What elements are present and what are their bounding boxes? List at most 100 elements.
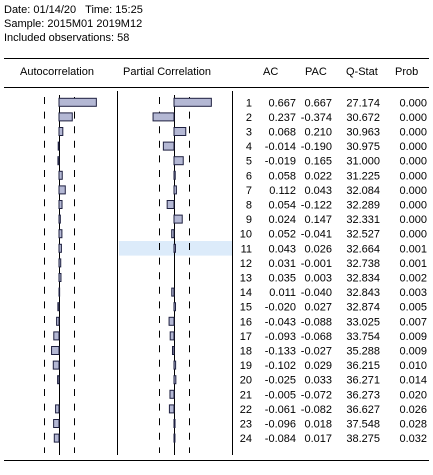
pac-value-cell: -0.027 [301, 346, 332, 358]
pac-value-cell: -0.122 [301, 200, 332, 212]
prob-value-cell: 0.020 [399, 389, 427, 401]
prob-value-cell: 0.002 [399, 273, 427, 285]
lag-cell: 21 [240, 389, 252, 401]
pac-value-cell: 0.003 [304, 273, 332, 285]
ac-value-cell: -0.014 [265, 141, 296, 153]
ac-value-cell: 0.237 [268, 112, 296, 124]
prob-value-cell: 0.026 [399, 404, 427, 416]
ac-bar [53, 331, 60, 341]
qstat-value-cell: 36.215 [346, 360, 380, 372]
ac-value-cell: -0.019 [265, 156, 296, 168]
qstat-value-cell: 36.271 [346, 375, 380, 387]
prob-value-cell: 0.000 [399, 112, 427, 124]
qstat-value-cell: 32.843 [346, 287, 380, 299]
col-header-partial-correlation: Partial Correlation [123, 66, 212, 78]
pac-bar [152, 112, 175, 122]
lag-cell: 13 [240, 273, 252, 285]
ac-bar [57, 141, 60, 151]
lag-cell: 2 [246, 112, 252, 124]
qstat-value-cell: 30.975 [346, 141, 380, 153]
pac-value-cell: -0.068 [301, 331, 332, 343]
qstat-value-cell: 37.548 [346, 419, 380, 431]
ac-value-cell: 0.058 [268, 170, 296, 182]
col-header-qstat: Q-Stat [346, 66, 378, 78]
qstat-value-cell: 32.874 [346, 302, 380, 314]
lag-cell: 8 [246, 200, 252, 212]
pac-value-cell: -0.088 [301, 316, 332, 328]
ac-bar [58, 127, 64, 136]
ac-value-cell: -0.093 [265, 331, 296, 343]
qstat-value-cell: 33.025 [346, 316, 380, 328]
ac-value-cell: 0.011 [269, 287, 296, 299]
ac-value-cell: -0.096 [265, 419, 296, 431]
prob-value-cell: 0.028 [399, 419, 427, 431]
pac-bar [162, 141, 175, 151]
pac-value-cell: -0.190 [301, 141, 332, 153]
pac-value-cell: -0.040 [301, 287, 332, 299]
qstat-value-cell: 32.331 [346, 214, 380, 226]
lag-cell: 7 [246, 185, 252, 197]
pac-bar [173, 214, 183, 224]
qstat-value-cell: 30.963 [346, 127, 380, 139]
prob-value-cell: 0.001 [399, 258, 427, 270]
prob-value-cell: 0.007 [399, 316, 427, 328]
ac-value-cell: -0.102 [265, 360, 296, 372]
lag-cell: 20 [240, 375, 252, 387]
ac-bar [53, 433, 60, 443]
ac-bar [57, 302, 60, 312]
prob-value-cell: 0.000 [399, 127, 427, 139]
ac-bar [58, 229, 63, 239]
lag-cell: 1 [246, 97, 252, 109]
col-header-autocorrelation: Autocorrelation [20, 66, 94, 78]
prob-value-cell: 0.001 [399, 243, 427, 255]
pac-value-cell: -0.001 [301, 258, 332, 270]
ac-value-cell: 0.024 [268, 214, 296, 226]
pac-value-cell: 0.027 [304, 302, 332, 314]
ac-bar [52, 360, 60, 370]
ac-bar [58, 243, 62, 253]
prob-value-cell: 0.000 [399, 156, 427, 168]
date-time-line: Date: 01/14/20 Time: 15:25 [4, 4, 143, 16]
ac-bar [58, 185, 66, 195]
pac-value-cell: 0.022 [304, 170, 332, 182]
ac-value-cell: 0.068 [268, 127, 296, 139]
ac-value-cell: -0.084 [265, 433, 296, 445]
lag-cell: 15 [240, 302, 252, 314]
lag-cell: 5 [246, 156, 252, 168]
lag-cell: 17 [240, 331, 252, 343]
ac-value-cell: -0.133 [265, 346, 296, 358]
ac-value-cell: 0.112 [269, 185, 296, 197]
pac-value-cell: 0.018 [304, 419, 332, 431]
prob-value-cell: 0.009 [399, 331, 427, 343]
pac-bar [173, 243, 176, 253]
pac-bar [173, 433, 176, 443]
ac-bar [58, 258, 62, 268]
lag-cell: 16 [240, 316, 252, 328]
qstat-value-cell: 33.754 [346, 331, 380, 343]
observations-line: Included observations: 58 [4, 32, 130, 44]
qstat-value-cell: 32.084 [346, 185, 380, 197]
lag-cell: 24 [240, 433, 252, 445]
qstat-value-cell: 36.627 [346, 404, 380, 416]
ac-bar [53, 419, 60, 428]
pac-value-cell: 0.165 [304, 156, 332, 168]
col-header-pac: PAC [305, 66, 327, 78]
ac-value-cell: 0.052 [268, 229, 296, 241]
pac-value-cell: 0.017 [304, 433, 332, 445]
col-header-prob: Prob [395, 66, 419, 78]
pac-value-cell: 0.147 [304, 214, 332, 226]
ac-value-cell: 0.054 [268, 200, 296, 212]
pac-value-cell: 0.026 [304, 243, 332, 255]
ac-value-cell: -0.025 [265, 375, 296, 387]
prob-value-cell: 0.000 [399, 229, 427, 241]
pac-bar [169, 331, 175, 341]
ac-value-cell: 0.031 [268, 258, 296, 270]
pac-value-cell: 0.043 [304, 185, 332, 197]
ac-bar [57, 156, 60, 166]
ac-bar [57, 375, 60, 385]
lag-cell: 3 [246, 127, 252, 139]
lag-cell: 9 [246, 214, 252, 226]
pac-value-cell: 0.210 [304, 127, 332, 139]
pac-bar [173, 127, 187, 136]
